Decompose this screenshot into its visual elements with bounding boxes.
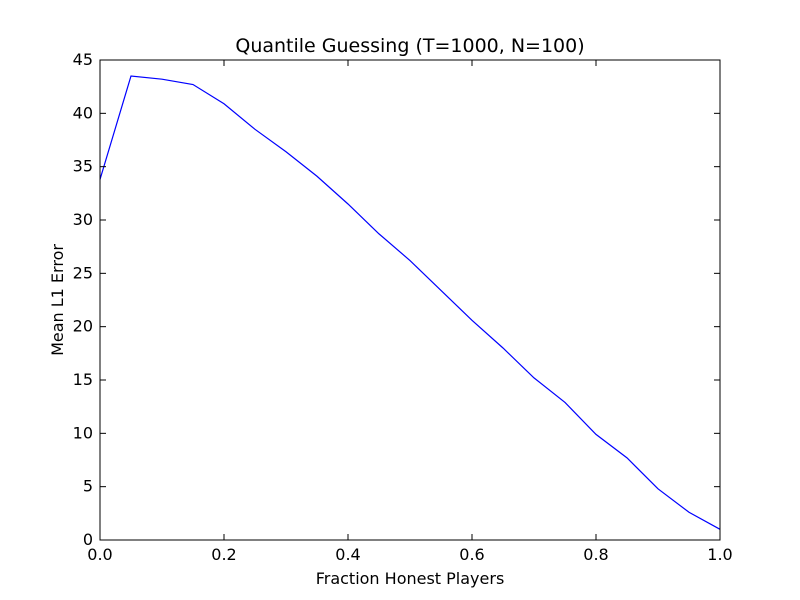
- y-tick-label: 20: [73, 317, 93, 336]
- x-axis-label: Fraction Honest Players: [316, 569, 505, 588]
- series-line: [99, 75, 721, 530]
- y-tick-label: 45: [73, 50, 93, 69]
- y-tick-label: 15: [73, 370, 93, 389]
- x-tick-label: 1.0: [707, 545, 732, 564]
- y-tick-label: 10: [73, 423, 93, 442]
- x-tick-label: 0.0: [87, 545, 112, 564]
- x-tick-label: 0.2: [211, 545, 236, 564]
- x-tick-label: 0.4: [335, 545, 360, 564]
- x-tick-label: 0.6: [459, 545, 484, 564]
- x-tick-label: 0.8: [583, 545, 608, 564]
- y-tick-label: 25: [73, 263, 93, 282]
- y-tick-label: 30: [73, 210, 93, 229]
- y-tick-label: 0: [83, 530, 93, 549]
- y-tick-label: 40: [73, 103, 93, 122]
- plot-area: [99, 75, 721, 530]
- axis-ticks: 0.0 0.2 0.4 0.6 0.8 1.0 0 5 10 15 20 25 30 35 40 45: [73, 50, 733, 564]
- y-tick-label: 35: [73, 157, 93, 176]
- y-tick-label: 5: [83, 477, 93, 496]
- y-axis-label: Mean L1 Error: [48, 244, 67, 356]
- chart-title: Quantile Guessing (T=1000, N=100): [235, 35, 584, 57]
- plot-frame: [99, 59, 721, 541]
